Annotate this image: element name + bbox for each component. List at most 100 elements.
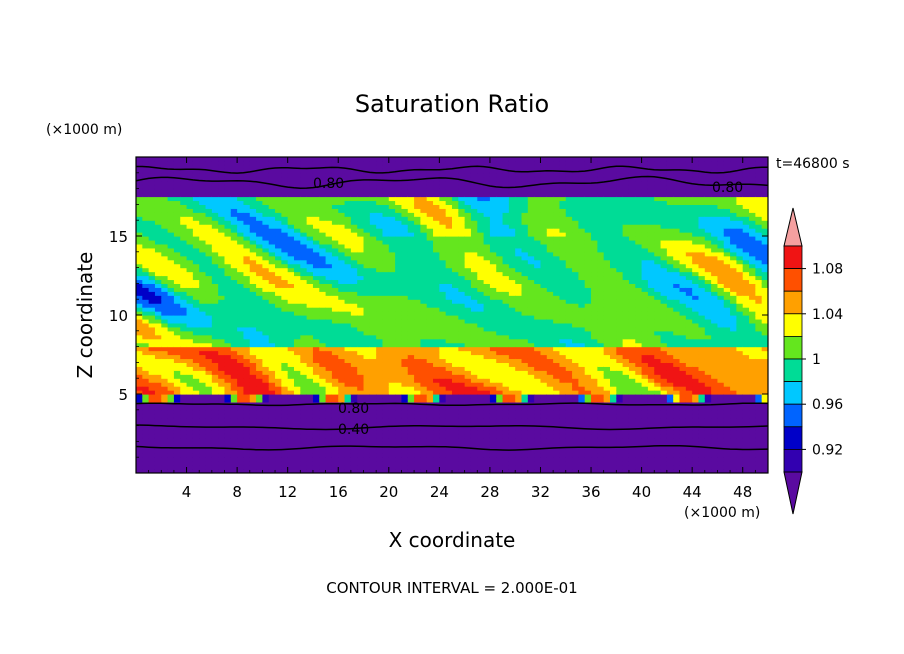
heatmap-cell bbox=[470, 243, 478, 249]
heatmap-cell bbox=[388, 322, 396, 328]
heatmap-cell bbox=[401, 157, 409, 162]
heatmap-cell bbox=[161, 291, 169, 296]
heatmap-cell bbox=[515, 157, 523, 162]
heatmap-cell bbox=[350, 453, 358, 458]
heatmap-cell bbox=[230, 441, 238, 446]
heatmap-cell bbox=[218, 164, 226, 170]
heatmap-cell bbox=[433, 370, 440, 375]
heatmap-cell bbox=[502, 318, 510, 324]
heatmap-cell bbox=[470, 176, 478, 182]
heatmap-cell bbox=[521, 362, 529, 367]
heatmap-cell bbox=[401, 263, 409, 269]
heatmap-cell bbox=[426, 350, 434, 356]
heatmap-cell bbox=[281, 224, 289, 229]
heatmap-cell bbox=[382, 196, 390, 202]
heatmap-cell bbox=[136, 370, 143, 375]
heatmap-cell bbox=[395, 421, 403, 427]
heatmap-cell bbox=[357, 358, 365, 363]
heatmap-cell bbox=[401, 461, 409, 466]
heatmap-cell bbox=[401, 441, 409, 446]
heatmap-cell bbox=[338, 394, 346, 399]
heatmap-cell bbox=[306, 212, 314, 217]
heatmap-cell bbox=[199, 441, 207, 446]
heatmap-cell bbox=[489, 212, 497, 217]
heatmap-cell bbox=[199, 334, 207, 340]
heatmap-cell bbox=[205, 457, 213, 462]
heatmap-cell bbox=[363, 469, 371, 473]
heatmap-cell bbox=[395, 437, 403, 442]
heatmap-cell bbox=[287, 157, 295, 162]
heatmap-cell bbox=[470, 303, 478, 308]
heatmap-cell bbox=[344, 386, 352, 391]
heatmap-cell bbox=[433, 196, 440, 202]
heatmap-cell bbox=[515, 338, 523, 344]
heatmap-cell bbox=[388, 259, 396, 265]
heatmap-cell bbox=[136, 311, 143, 316]
heatmap-cell bbox=[205, 188, 213, 194]
heatmap-cell bbox=[154, 366, 162, 371]
heatmap-cell bbox=[192, 172, 200, 178]
heatmap-cell bbox=[230, 445, 238, 450]
heatmap-cell bbox=[192, 449, 200, 454]
heatmap-cell bbox=[458, 255, 466, 261]
heatmap-cell bbox=[161, 243, 169, 249]
heatmap-cell bbox=[243, 370, 251, 375]
heatmap-cell bbox=[218, 168, 226, 174]
heatmap-cell bbox=[452, 315, 459, 320]
heatmap-cell bbox=[281, 417, 289, 423]
heatmap-cell bbox=[407, 390, 415, 395]
heatmap-cell bbox=[363, 271, 371, 277]
heatmap-cell bbox=[357, 232, 365, 237]
heatmap-cell bbox=[237, 168, 245, 174]
heatmap-cell bbox=[376, 326, 384, 332]
heatmap-cell bbox=[249, 326, 257, 332]
heatmap-cell bbox=[281, 192, 289, 198]
heatmap-cell bbox=[230, 330, 238, 336]
heatmap-cell bbox=[388, 370, 396, 375]
heatmap-cell bbox=[180, 449, 188, 454]
heatmap-cell bbox=[464, 413, 472, 419]
heatmap-cell bbox=[363, 433, 371, 439]
heatmap-cell bbox=[382, 180, 390, 186]
heatmap-cell bbox=[167, 358, 175, 363]
heatmap-cell bbox=[211, 157, 219, 162]
heatmap-cell bbox=[439, 461, 447, 466]
heatmap-cell bbox=[148, 386, 156, 391]
heatmap-cell bbox=[508, 457, 516, 462]
heatmap-cell bbox=[331, 157, 339, 162]
heatmap-cell bbox=[395, 386, 403, 391]
heatmap-cell bbox=[312, 180, 320, 186]
heatmap-cell bbox=[243, 318, 251, 324]
heatmap-cell bbox=[445, 330, 453, 336]
heatmap-cell bbox=[224, 176, 232, 182]
heatmap-cell bbox=[515, 409, 523, 415]
heatmap-cell bbox=[515, 232, 523, 237]
heatmap-cell bbox=[268, 350, 276, 356]
heatmap-cell bbox=[300, 255, 308, 261]
heatmap-cell bbox=[496, 445, 504, 450]
heatmap-cell bbox=[477, 307, 485, 312]
heatmap-cell bbox=[515, 354, 523, 360]
heatmap-cell bbox=[388, 160, 396, 166]
heatmap-cell bbox=[363, 441, 371, 446]
heatmap-cell bbox=[161, 453, 169, 458]
heatmap-cell bbox=[224, 425, 232, 431]
heatmap-cell bbox=[230, 366, 238, 371]
heatmap-cell bbox=[357, 176, 365, 182]
heatmap-cell bbox=[154, 267, 162, 273]
heatmap-cell bbox=[275, 465, 282, 470]
heatmap-cell bbox=[243, 338, 251, 344]
heatmap-cell bbox=[350, 437, 358, 442]
heatmap-cell bbox=[420, 184, 428, 190]
heatmap-cell bbox=[300, 397, 308, 403]
heatmap-cell bbox=[470, 307, 478, 312]
heatmap-cell bbox=[199, 413, 207, 419]
heatmap-cell bbox=[268, 390, 276, 395]
heatmap-cell bbox=[369, 188, 377, 194]
heatmap-cell bbox=[477, 330, 485, 336]
heatmap-cell bbox=[477, 374, 485, 379]
heatmap-cell bbox=[508, 160, 516, 166]
heatmap-cell bbox=[136, 457, 143, 462]
heatmap-cell bbox=[508, 350, 516, 356]
heatmap-cell bbox=[452, 180, 459, 186]
